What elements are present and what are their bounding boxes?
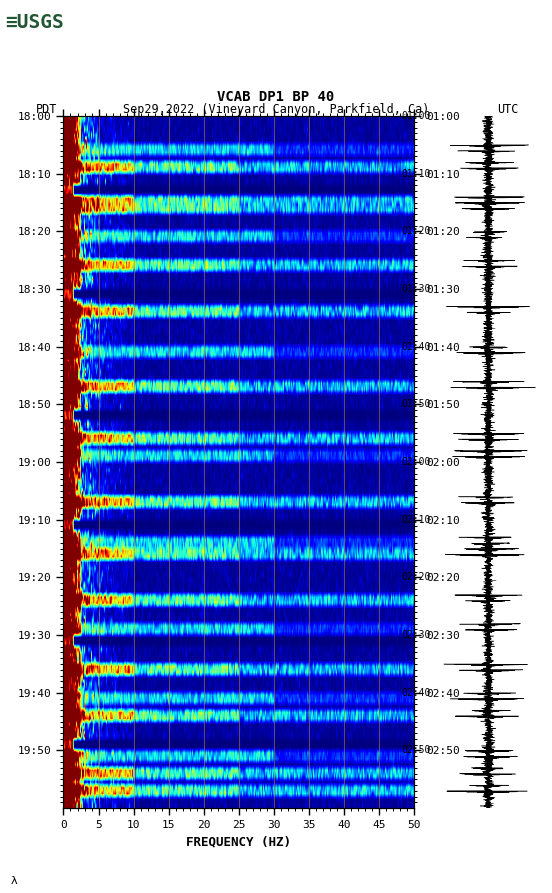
Text: Sep29,2022 (Vineyard Canyon, Parkfield, Ca): Sep29,2022 (Vineyard Canyon, Parkfield, … <box>123 103 429 116</box>
Text: 02:30: 02:30 <box>401 630 431 640</box>
Text: 02:00: 02:00 <box>401 457 431 467</box>
Text: ≡USGS: ≡USGS <box>6 13 64 32</box>
Text: 01:30: 01:30 <box>401 284 431 294</box>
X-axis label: FREQUENCY (HZ): FREQUENCY (HZ) <box>186 836 291 848</box>
Text: 02:50: 02:50 <box>401 746 431 755</box>
Text: 02:20: 02:20 <box>401 572 431 582</box>
Text: 01:10: 01:10 <box>401 169 431 179</box>
Text: 01:00: 01:00 <box>401 111 431 121</box>
Text: 02:10: 02:10 <box>401 514 431 525</box>
Text: UTC: UTC <box>497 103 519 116</box>
Text: 01:40: 01:40 <box>401 342 431 352</box>
Text: 02:40: 02:40 <box>401 688 431 697</box>
Text: VCAB DP1 BP 40: VCAB DP1 BP 40 <box>217 90 335 104</box>
Text: 01:20: 01:20 <box>401 227 431 237</box>
Text: 01:50: 01:50 <box>401 399 431 410</box>
Text: λ: λ <box>11 876 18 886</box>
Text: PDT: PDT <box>36 103 57 116</box>
